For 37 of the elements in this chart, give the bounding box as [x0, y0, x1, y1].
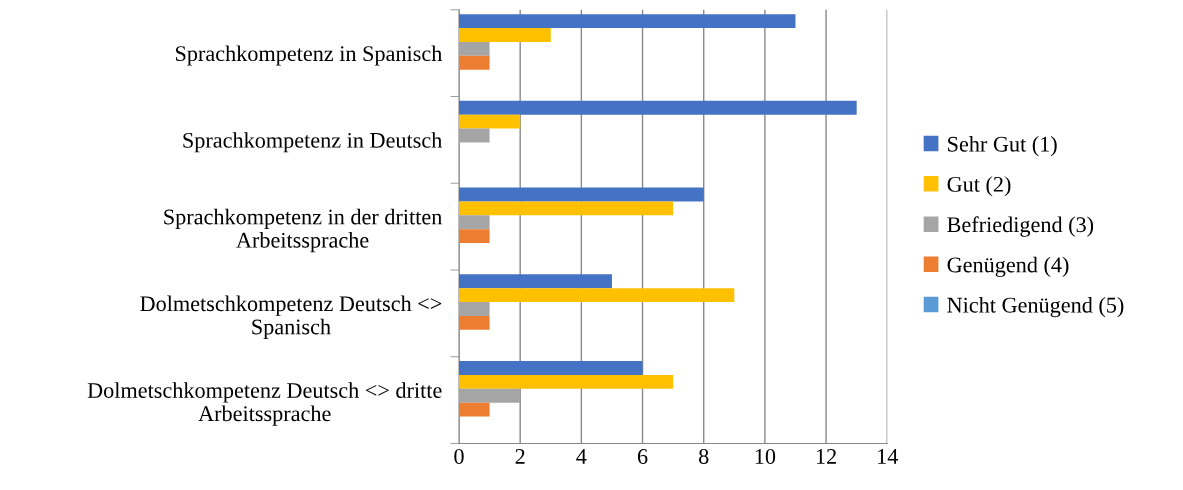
bar — [459, 55, 490, 70]
x-tick-label: 0 — [454, 448, 464, 464]
y-tick-label: Dolmetschkompetenz Deutsch <> Spanisch — [140, 295, 442, 339]
y-tick-label: Sprachkompetenz in Spanisch — [175, 45, 443, 66]
bar — [459, 288, 735, 303]
x-tick-label: 10 — [755, 448, 776, 464]
bar — [459, 229, 490, 244]
y-tick-label: Sprachkompetenz in Deutsch — [183, 132, 443, 153]
bar — [459, 14, 796, 29]
x-tick-label: 6 — [637, 449, 648, 464]
legend-label: Gut (2) — [947, 176, 1011, 197]
bar — [459, 315, 490, 330]
bar — [459, 215, 490, 230]
x-tick-label: 8 — [699, 448, 709, 464]
legend-label: Sehr Gut (1) — [948, 136, 1057, 157]
x-tick-label: 14 — [878, 449, 899, 464]
bar — [459, 201, 674, 216]
bar — [459, 28, 551, 42]
legend-label: Nicht Genügend (5) — [947, 297, 1124, 318]
y-tick-label: Sprachkompetenz in der dritten Arbeitssprache — [164, 208, 442, 253]
bar — [459, 374, 674, 389]
bar — [459, 128, 490, 143]
legend-label: Befriedigend (3) — [947, 216, 1094, 237]
legend-label: Genügend (4) — [947, 256, 1069, 277]
bar — [459, 114, 521, 129]
bar — [459, 302, 490, 316]
y-tick-label: Dolmetschkompetenz Deutsch <> dritte Arbeitssprache — [87, 382, 442, 426]
bar — [459, 402, 490, 417]
bar — [459, 274, 612, 289]
x-tick-label: 4 — [576, 449, 587, 464]
bar — [459, 388, 521, 403]
bar — [459, 41, 490, 56]
bar — [459, 361, 643, 375]
bar — [459, 100, 857, 115]
x-tick-label: 12 — [816, 449, 836, 464]
x-tick-label: 2 — [515, 449, 525, 464]
bar — [459, 187, 704, 202]
